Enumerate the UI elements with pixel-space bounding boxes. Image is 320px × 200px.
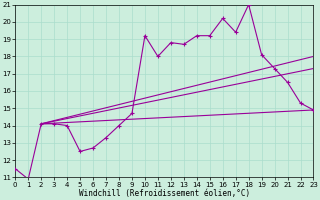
X-axis label: Windchill (Refroidissement éolien,°C): Windchill (Refroidissement éolien,°C) — [79, 189, 250, 198]
